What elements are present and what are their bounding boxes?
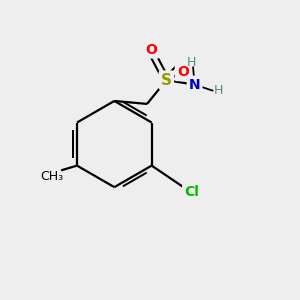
Text: CH₃: CH₃	[40, 169, 63, 182]
Text: N: N	[189, 78, 200, 92]
Text: O: O	[146, 43, 158, 56]
Text: H: H	[214, 84, 223, 97]
Text: O: O	[177, 65, 189, 79]
Text: S: S	[161, 73, 172, 88]
Text: H: H	[187, 56, 196, 68]
Text: Cl: Cl	[184, 184, 199, 199]
